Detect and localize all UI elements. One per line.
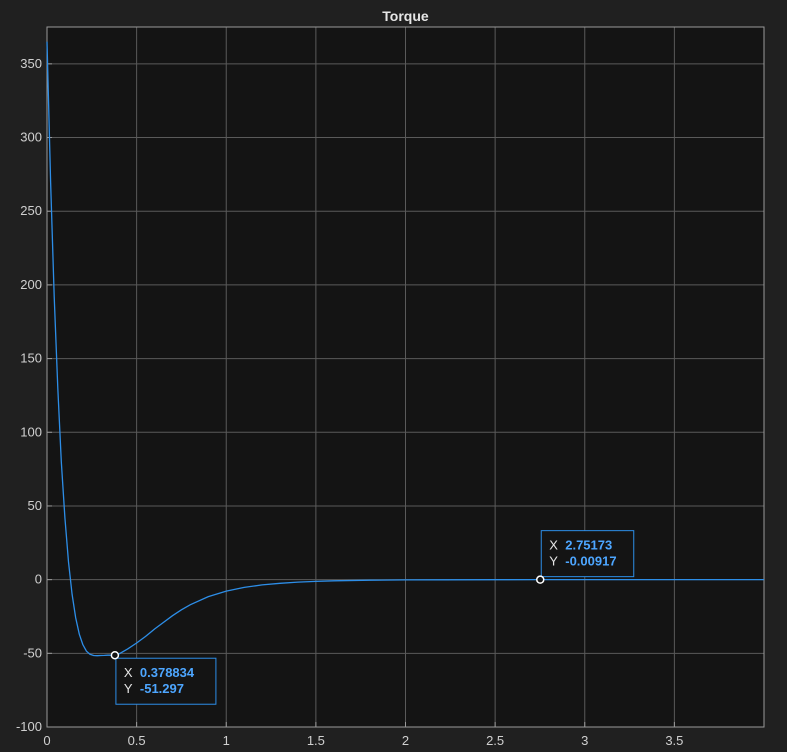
x-tick-label: 2.5 xyxy=(486,733,504,748)
y-tick-label: -50 xyxy=(23,645,42,660)
torque-series-line xyxy=(46,41,764,657)
datatips: X 0.378834 Y -51.297 X 2.75173 Y -0.00917 xyxy=(110,530,635,705)
datatip-x-key: X xyxy=(124,665,133,680)
datatip-x-value: 0.378834 xyxy=(140,665,195,680)
datatip-box xyxy=(540,530,635,578)
y-tick-label: 350 xyxy=(20,56,42,71)
y-tick-label: 250 xyxy=(20,203,42,218)
datatip-marker[interactable] xyxy=(535,575,545,584)
y-tick-label: 0 xyxy=(35,572,42,587)
x-tick-label: 0.5 xyxy=(128,733,146,748)
datatip-y-key: Y xyxy=(124,681,133,696)
plot-series xyxy=(46,41,764,657)
y-tick-label: 200 xyxy=(20,277,42,292)
chart-title: Torque xyxy=(382,8,429,24)
grid-lines xyxy=(47,27,764,727)
x-tick-label: 1 xyxy=(223,733,230,748)
datatip-x-value: 2.75173 xyxy=(565,538,612,553)
x-tick-label: 3.5 xyxy=(665,733,683,748)
y-tick-label: -100 xyxy=(16,719,42,734)
x-tick-label: 1.5 xyxy=(307,733,325,748)
datatip-x-key: X xyxy=(549,538,558,553)
x-tick-label: 2 xyxy=(402,733,409,748)
datatip-y-key: Y xyxy=(549,554,558,569)
datatip-y-value: -0.00917 xyxy=(565,554,616,569)
datatip-box xyxy=(115,657,217,705)
y-axis-ticks: -100 -50 0 50 100 150 200 250 300 350 xyxy=(16,56,52,734)
y-tick-label: 150 xyxy=(20,351,42,366)
datatip-y-value: -51.297 xyxy=(140,681,184,696)
y-tick-label: 50 xyxy=(28,498,42,513)
y-tick-label: 100 xyxy=(20,424,42,439)
datatip-marker[interactable] xyxy=(110,650,120,660)
x-tick-label: 0 xyxy=(43,733,50,748)
y-tick-label: 300 xyxy=(20,130,42,145)
x-axis-ticks: 0 0.5 1 1.5 2 2.5 3 3.5 xyxy=(43,722,683,748)
x-tick-label: 3 xyxy=(581,733,588,748)
